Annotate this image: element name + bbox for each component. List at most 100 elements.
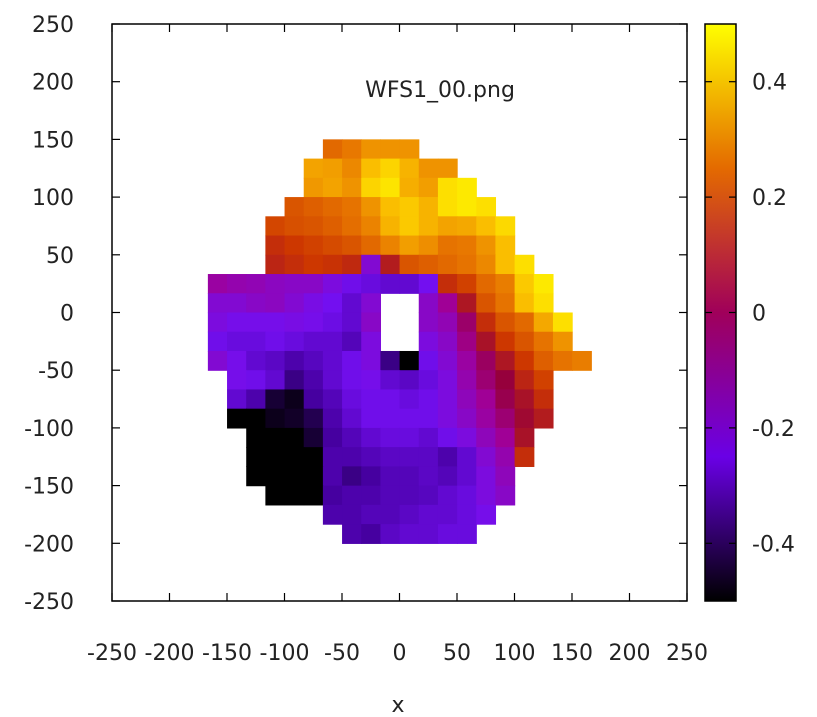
heatmap-cell [418,370,439,391]
heatmap-cell [476,408,497,429]
heatmap-cell [437,524,458,544]
heatmap-cell [380,524,401,544]
heatmap-cell [514,389,535,410]
heatmap-cell [399,524,420,544]
heatmap-cell [495,331,516,352]
heatmap-cell [303,485,324,506]
heatmap-cell [303,177,324,198]
heatmap-cell [380,350,401,371]
heatmap-cell [265,485,286,506]
heatmap-cell [418,427,439,448]
y-tick-label: -250 [24,590,74,615]
heatmap-cell [380,370,401,391]
heatmap-cell [457,389,477,410]
heatmap-cell [246,408,266,429]
y-tick-label: 0 [60,302,74,327]
heatmap-cell [418,216,439,237]
heatmap-cell [342,293,362,314]
heatmap-cell [437,504,458,525]
heatmap-cell [284,389,305,410]
heatmap-cell [399,504,420,525]
heatmap-cell [476,216,497,237]
heatmap-cell [399,370,420,391]
heatmap-cell [303,293,324,314]
heatmap-cell [418,389,439,410]
heatmap-cell [303,254,324,275]
heatmap-cell [533,331,554,352]
heatmap-cell [342,466,362,487]
heatmap-cell [476,197,497,217]
heatmap-cell [495,447,516,467]
heatmap-cell [418,504,439,525]
heatmap-cell [476,370,497,391]
heatmap-cell [361,216,381,237]
heatmap-cell [533,389,554,410]
heatmap-cell [265,370,286,391]
heatmap-cell [246,427,266,448]
heatmap-cell [361,139,381,160]
heatmap-cell [399,447,420,467]
heatmap-cell [246,331,266,352]
heatmap-cell [265,216,286,237]
heatmap-cell [284,370,305,391]
heatmap-cell [284,293,305,314]
heatmap-cell [246,350,266,371]
heatmap-cell [457,466,477,487]
heatmap-cell [303,197,324,217]
heatmap-cell [227,331,247,352]
heatmap-cell [303,447,324,467]
heatmap-cell [322,485,343,506]
heatmap-cell [380,254,401,275]
heatmap-cell [514,274,535,294]
heatmap-cell [361,197,381,217]
heatmap-cell [495,485,516,506]
heatmap-cell [457,293,477,314]
heatmap-cell [361,466,381,487]
x-tick-label: -100 [260,641,310,666]
heatmap-cell [227,274,247,294]
heatmap-cell [437,331,458,352]
heatmap-cell [322,427,343,448]
heatmap-cell [303,427,324,448]
heatmap-cell [457,447,477,467]
colorbar-tick-label: -0.2 [752,417,795,442]
heatmap-cell [476,389,497,410]
heatmap-cell [457,370,477,391]
heatmap-cell [437,447,458,467]
y-tick-label: 200 [32,71,74,96]
heatmap-cell [437,197,458,217]
heatmap-cells [207,139,592,544]
heatmap-cell [437,293,458,314]
y-tick-label: -200 [24,532,74,557]
heatmap-cell [399,139,420,160]
heatmap-cell [322,331,343,352]
heatmap-cell [342,312,362,333]
heatmap-cell [457,274,477,294]
heatmap-cell [476,331,497,352]
heatmap-cell [361,408,381,429]
heatmap-cell [476,504,497,525]
heatmap-cell [495,312,516,333]
heatmap-cell [342,524,362,544]
heatmap-cell [476,447,497,467]
heatmap-cell [361,485,381,506]
heatmap-cell [322,197,343,217]
heatmap-cell [476,274,497,294]
heatmap-cell [284,274,305,294]
x-tick-label: 200 [609,641,651,666]
y-tick-label: -150 [24,475,74,500]
y-tick-label: -50 [38,359,74,384]
heatmap-cell [322,216,343,237]
heatmap-cell [437,312,458,333]
heatmap-cell [284,331,305,352]
heatmap-cell [476,350,497,371]
heatmap-cell [495,254,516,275]
heatmap-cell [533,312,554,333]
heatmap-cell [495,216,516,237]
heatmap-cell [322,312,343,333]
heatmap-cell [457,197,477,217]
heatmap-cell [342,197,362,217]
heatmap-cell [284,312,305,333]
heatmap-cell [380,274,401,294]
heatmap-cell [437,427,458,448]
